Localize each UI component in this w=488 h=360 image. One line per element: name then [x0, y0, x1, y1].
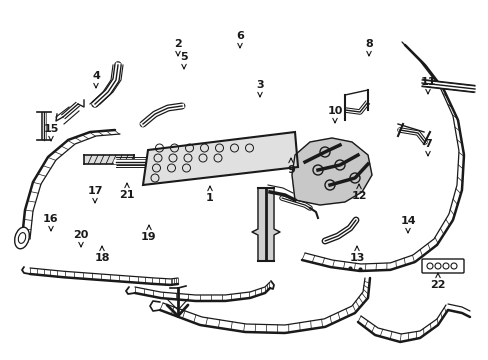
Text: 20: 20 [73, 230, 88, 247]
FancyBboxPatch shape [421, 259, 463, 273]
Text: 14: 14 [399, 216, 415, 233]
Text: 19: 19 [141, 225, 157, 242]
Text: 6: 6 [236, 31, 244, 48]
Text: 22: 22 [429, 273, 445, 290]
Text: 8: 8 [365, 39, 372, 56]
Text: 9: 9 [286, 158, 294, 175]
Ellipse shape [15, 227, 29, 249]
Polygon shape [251, 188, 280, 261]
Text: 4: 4 [92, 71, 100, 88]
Polygon shape [291, 138, 371, 205]
Text: 16: 16 [43, 214, 59, 231]
Text: 3: 3 [256, 80, 263, 97]
Text: 13: 13 [348, 246, 364, 263]
Text: 18: 18 [94, 246, 109, 263]
Text: 15: 15 [43, 124, 59, 141]
Text: 1: 1 [206, 186, 213, 203]
Text: 12: 12 [350, 184, 366, 201]
Text: 5: 5 [180, 52, 187, 69]
Text: 11: 11 [419, 77, 435, 94]
Polygon shape [142, 132, 297, 185]
Text: 21: 21 [119, 183, 135, 200]
Text: 7: 7 [423, 139, 431, 156]
Ellipse shape [18, 233, 25, 243]
Text: 17: 17 [87, 186, 102, 203]
Text: 10: 10 [326, 106, 342, 123]
Text: 2: 2 [174, 39, 182, 56]
